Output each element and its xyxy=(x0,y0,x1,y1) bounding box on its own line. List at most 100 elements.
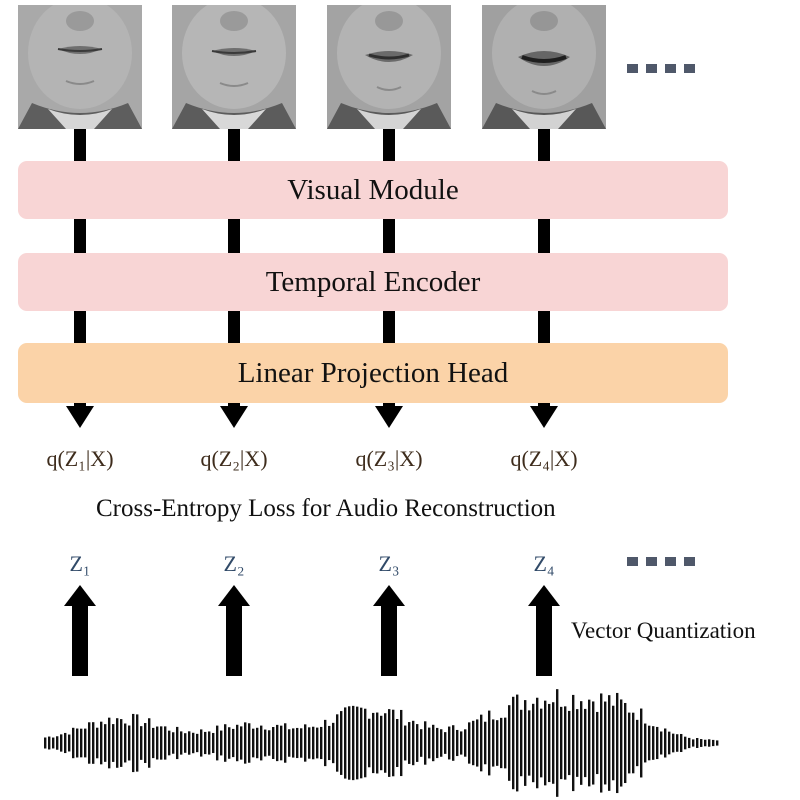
waveform-bar xyxy=(196,733,199,753)
waveform-bar xyxy=(456,729,459,757)
waveform-bar xyxy=(408,722,411,764)
up-arrow-shaft-4 xyxy=(536,604,552,676)
waveform-bar xyxy=(72,727,75,759)
waveform-bar xyxy=(312,726,315,760)
waveform-bar xyxy=(680,733,683,753)
waveform-bar xyxy=(168,730,171,756)
waveform-bar xyxy=(296,727,299,759)
waveform-bar xyxy=(616,692,619,794)
waveform-bar xyxy=(284,723,287,763)
waveform-bar xyxy=(80,728,83,758)
frames-ellipsis-icon xyxy=(627,64,695,73)
waveform-bar xyxy=(364,708,367,778)
waveform-bar xyxy=(672,733,675,753)
waveform-bar xyxy=(440,729,443,757)
waveform-bar xyxy=(324,719,327,767)
waveform-bar xyxy=(176,726,179,760)
down-arrow-icon-2 xyxy=(220,406,248,428)
token-z3: Z₃ xyxy=(378,551,400,576)
waveform-bar xyxy=(356,706,359,780)
waveform-bar xyxy=(188,731,191,755)
token-z1: Z₁ xyxy=(69,551,91,576)
waveform-bar xyxy=(716,740,719,746)
output-q1: q(Z₁|X) xyxy=(46,446,114,471)
lip-frame-3-image xyxy=(327,0,451,129)
up-arrow-icon-1 xyxy=(64,585,96,606)
waveform-bar xyxy=(136,714,139,772)
waveform-bar xyxy=(632,712,635,774)
waveform-bar xyxy=(664,728,667,758)
waveform-bar xyxy=(112,724,115,762)
waveform-bar xyxy=(216,725,219,761)
waveform-bar xyxy=(436,727,439,759)
waveform-bar xyxy=(132,713,135,773)
waveform-bar xyxy=(564,706,567,780)
waveform-bar xyxy=(468,722,471,764)
waveform-bar xyxy=(668,731,671,755)
waveform-bar xyxy=(340,711,343,775)
waveform-bar xyxy=(696,738,699,748)
waveform-bar xyxy=(400,709,403,777)
waveform-bar xyxy=(520,709,523,777)
waveform-bar xyxy=(292,728,295,758)
waveform-bar xyxy=(352,705,355,781)
waveform-bar xyxy=(320,726,323,760)
waveform-bar xyxy=(372,712,375,774)
waveform-bar xyxy=(180,731,183,755)
waveform-bar xyxy=(600,693,603,793)
waveform-bar xyxy=(452,725,455,761)
waveform-bar xyxy=(68,734,71,752)
waveform-bar xyxy=(56,736,59,750)
waveform-bar xyxy=(504,717,507,769)
waveform-bar xyxy=(48,736,51,750)
waveform-bar xyxy=(92,722,95,764)
waveform-bar xyxy=(316,727,319,759)
waveform-bar xyxy=(712,739,715,747)
waveform-bar xyxy=(144,723,147,763)
waveform-bar xyxy=(280,725,283,761)
waveform-bar xyxy=(508,705,511,781)
waveform-bar xyxy=(556,689,559,797)
linear-projection-head-label: Linear Projection Head xyxy=(237,356,509,389)
up-arrow-icon-3 xyxy=(373,585,405,606)
waveform-bar xyxy=(116,718,119,768)
waveform-bar xyxy=(96,727,99,759)
waveform-bar xyxy=(88,722,91,764)
waveform-bar xyxy=(172,732,175,754)
waveform-bar xyxy=(152,727,155,759)
waveform-bar xyxy=(332,722,335,764)
waveform-bar xyxy=(524,700,527,786)
waveform-bar xyxy=(148,718,151,768)
waveform-bar xyxy=(212,732,215,754)
waveform-bar xyxy=(548,703,551,783)
waveform-bar xyxy=(384,713,387,773)
temporal-encoder-label: Temporal Encoder xyxy=(265,265,481,298)
waveform-bar xyxy=(192,732,195,754)
waveform-bar xyxy=(560,706,563,780)
waveform-bar xyxy=(256,727,259,759)
waveform-bar xyxy=(344,707,347,779)
visual-module: Visual Module xyxy=(18,161,728,219)
waveform-bar xyxy=(460,731,463,755)
waveform-bar xyxy=(44,737,47,749)
waveform-bar xyxy=(612,705,615,781)
waveform-bar xyxy=(220,730,223,756)
waveform-bar xyxy=(124,723,127,763)
waveform-bar xyxy=(224,724,227,762)
waveform-bar xyxy=(268,730,271,756)
waveform-bar xyxy=(700,739,703,747)
token-z4: Z₄ xyxy=(533,551,555,576)
waveform-bar xyxy=(684,736,687,750)
up-arrow-icon-4 xyxy=(528,585,560,606)
up-arrow-shaft-3 xyxy=(381,604,397,676)
waveform-bar xyxy=(532,703,535,783)
waveform-bar xyxy=(540,708,543,778)
waveform-bar xyxy=(276,724,279,762)
vector-quantization-caption: Vector Quantization xyxy=(571,618,756,643)
waveform-bar xyxy=(476,719,479,767)
waveform-bar xyxy=(640,708,643,778)
waveform-bar xyxy=(200,729,203,757)
waveform-bar xyxy=(628,712,631,774)
waveform-bar xyxy=(248,723,251,763)
waveform-bar xyxy=(404,725,407,761)
